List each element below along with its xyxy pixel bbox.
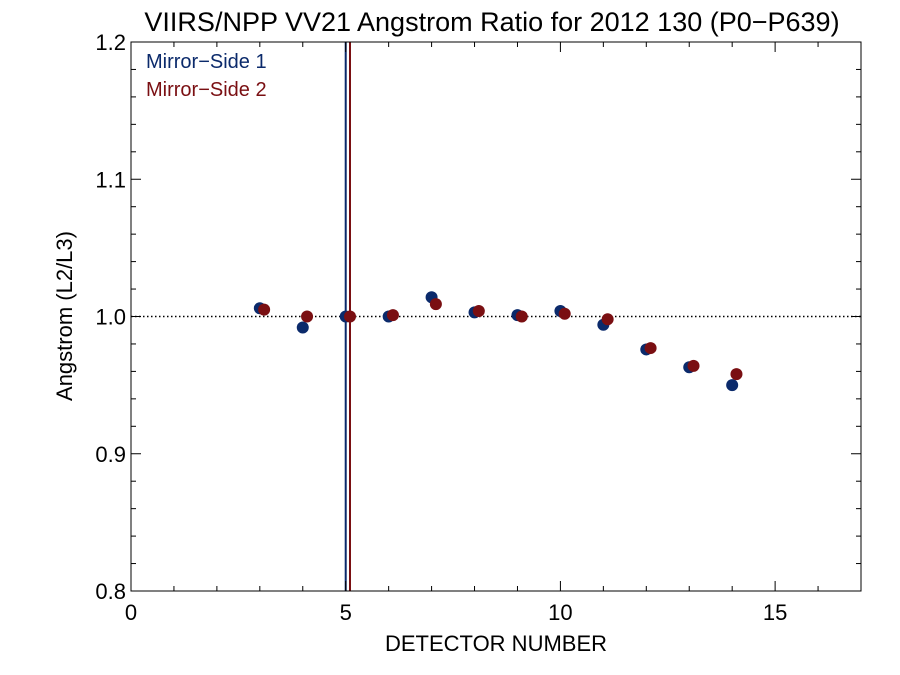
data-point-series-2	[344, 310, 356, 323]
data-point-series-1	[296, 321, 309, 334]
x-axis-label: DETECTOR NUMBER	[385, 631, 607, 656]
y-tick-label: 1.0	[95, 305, 126, 330]
plot-frame	[130, 41, 862, 592]
y-tick-label: 0.9	[95, 442, 126, 467]
y-tick-label: 0.8	[95, 579, 126, 604]
legend-entry-mirror-side-1: Mirror−Side 1	[146, 51, 267, 73]
data-point-series-2	[429, 298, 442, 311]
x-tick-label: 10	[548, 600, 572, 625]
data-point-series-2	[644, 342, 657, 355]
data-point-series-2	[730, 368, 743, 381]
data-point-series-2	[601, 313, 614, 326]
data-point-series-2	[258, 303, 271, 316]
legend-entry-mirror-side-2: Mirror−Side 2	[146, 79, 267, 101]
y-axis-label: Angstrom (L2/L3)	[52, 231, 77, 401]
y-tick-label: 1.1	[95, 167, 126, 192]
x-tick-label: 0	[125, 600, 137, 625]
reference-lines	[131, 42, 861, 591]
x-tick-label: 5	[340, 600, 352, 625]
chart-title: VIIRS/NPP VV21 Angstrom Ratio for 2012 1…	[144, 7, 839, 37]
x-tick-label: 15	[763, 600, 787, 625]
data-point-series-2	[558, 307, 571, 320]
y-tick-label: 1.2	[95, 30, 126, 55]
data-point-series-1	[726, 379, 739, 392]
data-point-series-2	[301, 310, 314, 323]
axis-ticks: 0 5 10 15 0.8 0.9 1.0 1.1 1.2	[95, 30, 862, 625]
data-point-series-2	[386, 309, 399, 322]
data-point-series-2	[515, 310, 528, 323]
data-point-series-2	[472, 305, 485, 318]
legend: Mirror−Side 1 Mirror−Side 2	[146, 51, 267, 101]
data-point-series-2	[687, 359, 700, 372]
data-points	[253, 291, 743, 392]
